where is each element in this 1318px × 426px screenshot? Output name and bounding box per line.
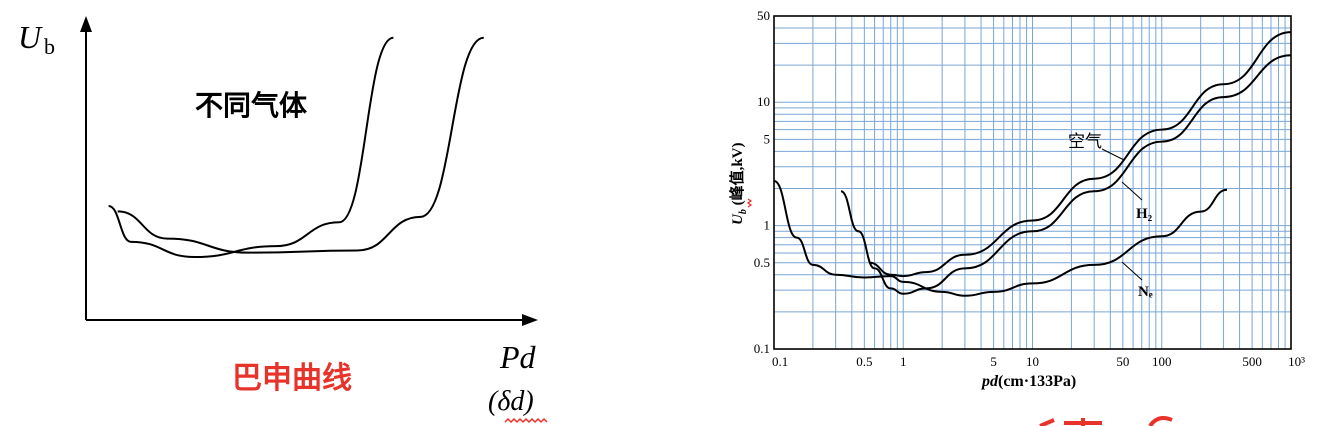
- series-label: Nₑ: [1138, 284, 1153, 300]
- x-axis-label: pd(cm·133Pa): [980, 373, 1076, 390]
- svg-text:Ub (峰值,kV): Ub (峰值,kV): [728, 142, 749, 225]
- y-tick-label: 50: [757, 8, 770, 23]
- x-axis-arrow-icon: [522, 314, 538, 326]
- y-axis-label: U: [18, 19, 43, 55]
- caption-paschen-curve: 巴申曲线: [232, 361, 352, 396]
- x-tick-label: 10: [1026, 354, 1039, 369]
- y-tick-label: 10: [757, 94, 770, 109]
- series-labels: 空气 H₂ Nₑ: [1068, 132, 1153, 300]
- schematic-paschen-chart: U b 不同气体 Pd (δd) 巴申曲线: [18, 16, 548, 424]
- y-axis-label-subscript: b: [44, 34, 55, 59]
- series-line: [840, 54, 1292, 295]
- tick-labels: 0.1 0.5 1 5 10 50 100 500 10³ 0.1 0.5 1 5 10 50: [754, 8, 1305, 369]
- x-tick-label: 0.5: [856, 354, 872, 369]
- x-axis-label-alt: (δd): [488, 386, 534, 417]
- schematic-curve-2: [117, 36, 485, 254]
- y-tick-label: 1: [764, 218, 771, 233]
- series-label-leader: [1121, 261, 1143, 281]
- x-tick-label: 5: [990, 354, 997, 369]
- x-tick-label: 1: [900, 354, 907, 369]
- schematic-curves: [108, 36, 485, 259]
- series-label: H₂: [1136, 206, 1153, 222]
- schematic-curve-1: [108, 36, 394, 259]
- series-lines: [773, 31, 1292, 297]
- y-axis-arrow-icon: [80, 16, 92, 32]
- clipped-red-text-fragment: [1039, 416, 1173, 426]
- series-label-leader: [1121, 181, 1143, 201]
- plot-frame: [773, 15, 1292, 350]
- series-line: [869, 31, 1292, 278]
- series-line: [773, 180, 1228, 297]
- spellcheck-squiggle: [746, 198, 753, 208]
- series-label: 空气: [1068, 132, 1102, 152]
- x-tick-label: 0.1: [772, 354, 788, 369]
- series-label-leader: [1101, 148, 1125, 161]
- x-tick-label: 500: [1242, 354, 1262, 369]
- x-tick-label: 100: [1152, 354, 1172, 369]
- y-tick-label: 5: [764, 131, 771, 146]
- y-tick-label: 0.5: [754, 255, 770, 270]
- gas-annotation: 不同气体: [195, 89, 308, 122]
- x-tick-label: 10³: [1288, 354, 1305, 369]
- x-tick-label: 50: [1116, 354, 1129, 369]
- paschen-loglog-chart: 0.1 0.5 1 5 10 50 100 500 10³ 0.1 0.5 1 5 10 50 空气 H₂ Nₑ…: [728, 8, 1305, 390]
- y-tick-label: 0.1: [754, 341, 770, 356]
- spellcheck-squiggle: [504, 417, 548, 424]
- x-axis-label: Pd: [499, 339, 537, 375]
- y-axis-label: Ub (峰值,kV): [728, 142, 749, 225]
